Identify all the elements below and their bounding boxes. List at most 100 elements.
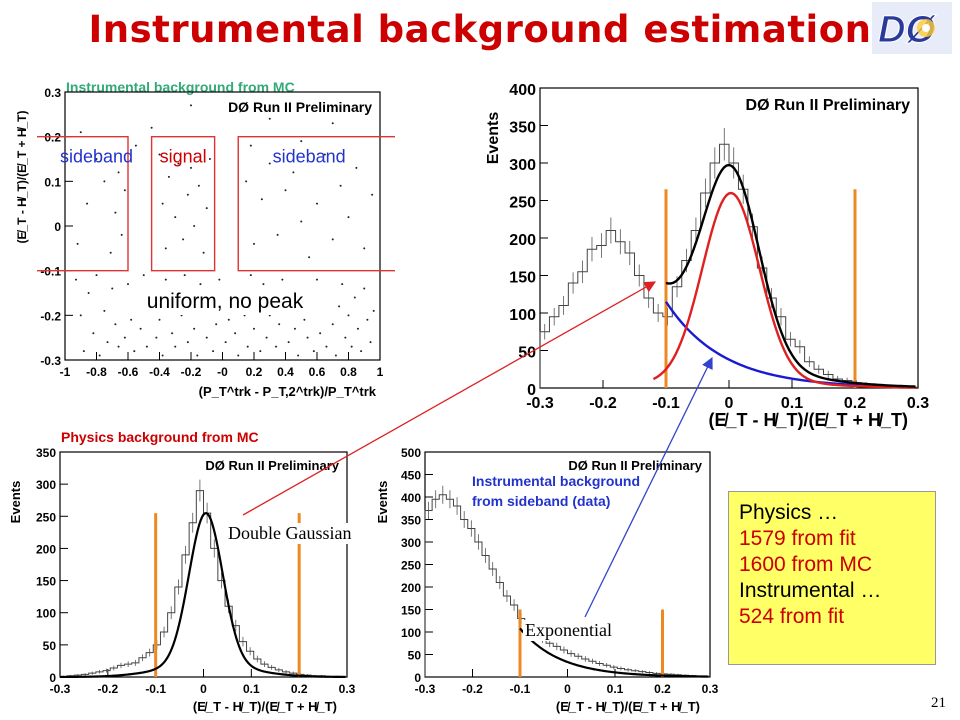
y-tick-label: 450 bbox=[401, 469, 421, 483]
summary-line-1: Physics … bbox=[739, 501, 839, 524]
data-point bbox=[350, 345, 353, 348]
data-point bbox=[123, 189, 126, 192]
x-tick-label: -0.8 bbox=[86, 365, 107, 379]
chart-title: DØ Run II Preliminary bbox=[568, 458, 702, 473]
y-tick-label: 200 bbox=[401, 581, 421, 595]
double-gaussian-curve bbox=[59, 511, 346, 679]
y-tick-label: 100 bbox=[36, 607, 56, 621]
data-point bbox=[325, 345, 328, 348]
plot-frame bbox=[539, 87, 919, 389]
data-point bbox=[339, 184, 342, 187]
data-point bbox=[355, 166, 358, 169]
note-exponential: Exponential bbox=[523, 620, 614, 641]
x-tick-label: 0.1 bbox=[781, 395, 803, 412]
x-tick-label: 0.2 bbox=[654, 682, 671, 696]
data-point bbox=[253, 327, 255, 330]
y-axis-label: Events bbox=[8, 481, 23, 524]
data-point bbox=[164, 278, 167, 281]
data-point bbox=[202, 251, 205, 254]
data-point bbox=[234, 332, 237, 335]
data-point bbox=[114, 211, 117, 214]
data-point bbox=[158, 318, 161, 321]
data-point bbox=[246, 345, 249, 348]
data-point bbox=[259, 350, 262, 353]
x-tick-label: 0.1 bbox=[607, 682, 624, 696]
chart-title: DØ Run II Preliminary bbox=[205, 458, 339, 473]
data-point bbox=[253, 242, 255, 245]
exponential-curve bbox=[519, 627, 709, 678]
data-point bbox=[306, 336, 309, 339]
data-point bbox=[76, 242, 79, 245]
y-axis-label: (E̸_T - H̸_T)/(E̸_T + H̸_T) bbox=[15, 110, 29, 243]
x-axis-label: (E̸_T - H̸_T)/(E̸_T + H̸_T) bbox=[193, 699, 337, 714]
data-point bbox=[281, 278, 284, 281]
data-point bbox=[275, 345, 278, 348]
data-point bbox=[109, 251, 112, 254]
data-point bbox=[227, 318, 230, 321]
x-tick-label: 0.4 bbox=[277, 365, 294, 379]
x-tick-label: 0.3 bbox=[702, 682, 719, 696]
data-point bbox=[297, 354, 300, 357]
histogram-bins bbox=[539, 143, 918, 388]
data-point bbox=[182, 238, 185, 241]
data-point bbox=[300, 220, 303, 223]
data-point bbox=[224, 341, 227, 344]
x-axis-label: (E̸_T - H̸_T)/(E̸_T + H̸_T) bbox=[556, 699, 700, 714]
data-point bbox=[366, 318, 369, 321]
physics-histogram: -0.3 -0.2 -0.1 0 0.1 0.2 0.3 0 50 100 150 200 250 300… bbox=[8, 446, 356, 714]
x-tick-label: -0.3 bbox=[415, 682, 436, 696]
x-tick-label: 0.2 bbox=[246, 365, 263, 379]
data-point bbox=[208, 158, 211, 160]
caption-instrumental-mc: Instrumental background from MC bbox=[66, 79, 295, 95]
y-tick-label: 250 bbox=[509, 195, 536, 212]
data-point bbox=[316, 278, 318, 281]
data-point bbox=[190, 104, 192, 107]
x-tick-label: -0 bbox=[217, 365, 228, 379]
data-point bbox=[79, 131, 82, 134]
y-tick-label: 300 bbox=[401, 536, 421, 550]
y-tick-label: 400 bbox=[509, 82, 536, 99]
data-point bbox=[371, 193, 374, 196]
data-point bbox=[158, 153, 161, 156]
y-tick-label: 350 bbox=[36, 446, 56, 460]
data-point bbox=[308, 256, 311, 259]
x-tick-label: 0.8 bbox=[340, 365, 357, 379]
data-point bbox=[249, 274, 252, 277]
y-tick-label: -0.2 bbox=[40, 309, 61, 323]
data-point bbox=[196, 354, 199, 357]
x-tick-label: 0.6 bbox=[309, 365, 326, 379]
y-tick-label: 0 bbox=[527, 382, 536, 399]
data-point bbox=[212, 350, 215, 353]
data-point bbox=[300, 140, 303, 143]
data-point bbox=[193, 327, 196, 330]
data-point bbox=[363, 247, 366, 250]
data-point bbox=[276, 233, 279, 236]
data-point bbox=[174, 216, 177, 219]
data-point bbox=[331, 238, 334, 241]
data-point bbox=[331, 323, 334, 326]
data-point bbox=[265, 336, 268, 339]
x-tick-label: -0.2 bbox=[181, 365, 202, 379]
y-tick-label: 300 bbox=[509, 157, 536, 174]
x-tick-label: 0.2 bbox=[844, 395, 866, 412]
slide-title: Instrumental background estimation bbox=[88, 8, 872, 51]
data-point bbox=[292, 171, 295, 174]
data-point bbox=[190, 166, 192, 169]
plot-frame bbox=[59, 451, 348, 678]
region-label: sideband bbox=[273, 147, 346, 167]
data-point bbox=[150, 126, 153, 129]
data-point bbox=[117, 171, 120, 174]
region-sideband-0 bbox=[37, 135, 129, 272]
y-tick-label: 150 bbox=[401, 604, 421, 618]
data-point bbox=[312, 350, 315, 353]
data-point bbox=[293, 327, 296, 330]
data-point bbox=[319, 332, 322, 335]
x-tick-label: 0.1 bbox=[243, 682, 260, 696]
x-tick-label: 0 bbox=[200, 682, 207, 696]
data-point bbox=[133, 350, 136, 353]
data-point bbox=[183, 274, 186, 277]
data-point bbox=[262, 283, 265, 286]
region-label: sideband bbox=[60, 147, 133, 167]
data-point bbox=[323, 153, 326, 156]
data-point bbox=[139, 327, 142, 330]
